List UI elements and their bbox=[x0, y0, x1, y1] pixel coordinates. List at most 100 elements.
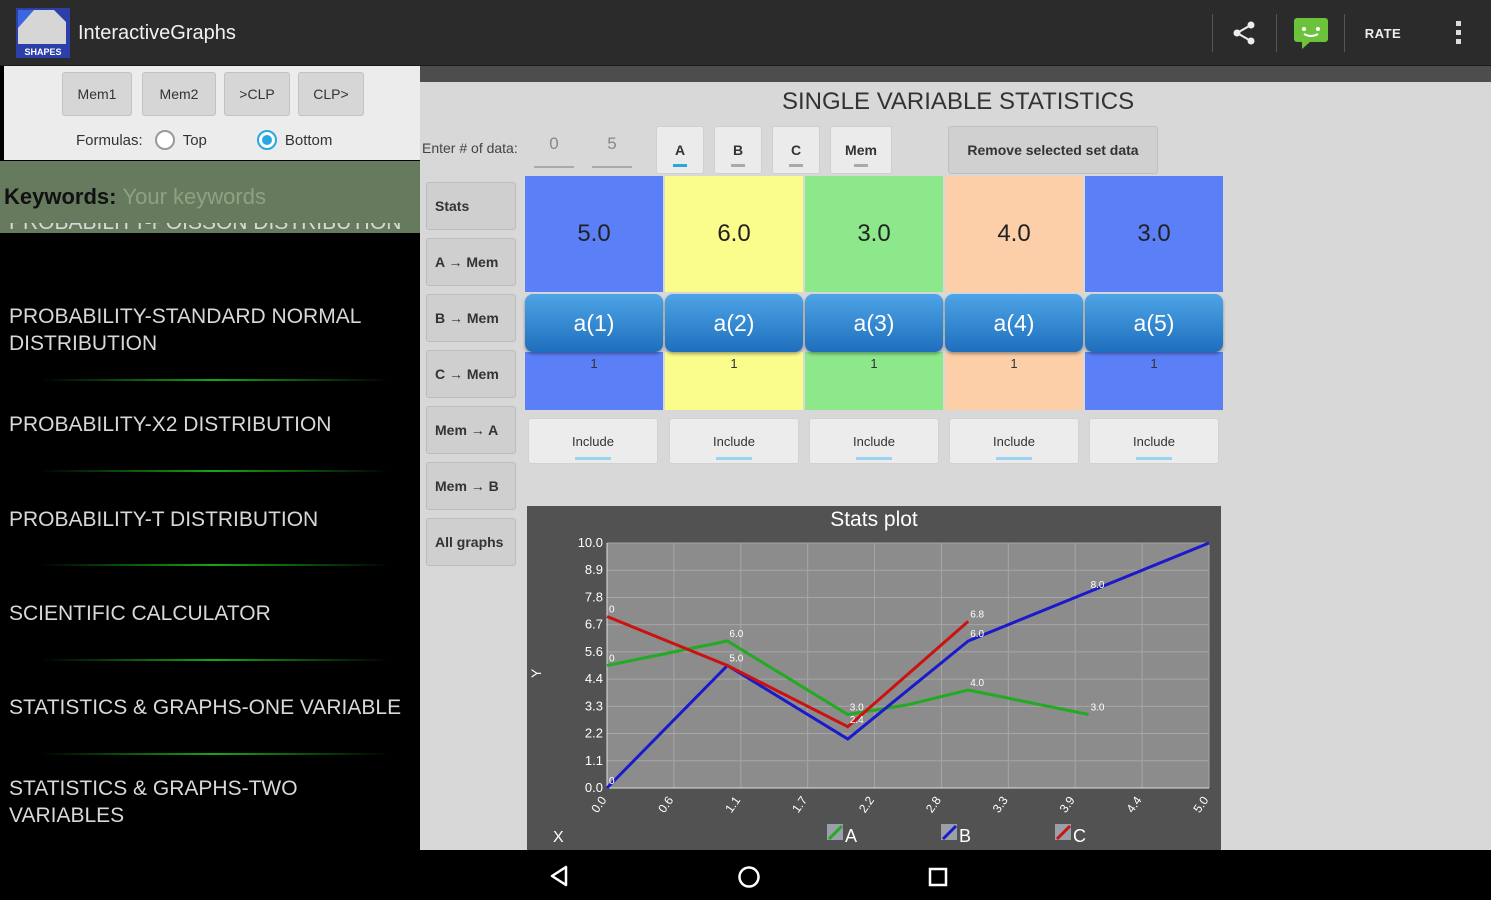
data-index-header: a(5) bbox=[1085, 294, 1223, 352]
to-clipboard-button[interactable]: >CLP bbox=[224, 72, 290, 116]
data-weight-cell[interactable]: 1 bbox=[665, 352, 803, 410]
topic-item-stats-two-variables[interactable]: STATISTICS & GRAPHS-TWO VARIABLES bbox=[9, 777, 298, 827]
toggle-indicator bbox=[856, 457, 892, 460]
y-tick-label: 1.1 bbox=[585, 753, 603, 768]
chat-bubble-icon bbox=[1294, 18, 1328, 49]
data-index-header: a(1) bbox=[525, 294, 663, 352]
from-clipboard-button[interactable]: CLP> bbox=[298, 72, 364, 116]
data-point-label: 6.0 bbox=[970, 629, 984, 640]
x-tick-label: 3.9 bbox=[1057, 793, 1078, 815]
recent-apps-icon[interactable] bbox=[926, 865, 950, 889]
dataset-b-label: B bbox=[732, 142, 744, 158]
drawer-toolbar: Mem1 Mem2 >CLP CLP> Formulas: Top Bottom bbox=[4, 66, 420, 160]
include-toggle[interactable]: Include bbox=[528, 418, 658, 464]
legend-label: B bbox=[959, 826, 971, 846]
topic-item-chi-square[interactable]: PROBABILITY-X2 DISTRIBUTION bbox=[9, 413, 332, 436]
data-count-label: Enter # of data: bbox=[422, 140, 518, 156]
selected-indicator bbox=[731, 164, 745, 167]
dataset-c-button[interactable]: C bbox=[772, 126, 820, 174]
topic-divider bbox=[40, 659, 390, 661]
formulas-bottom-label[interactable]: Bottom bbox=[284, 131, 333, 149]
overflow-menu-button[interactable] bbox=[1440, 12, 1476, 54]
data-index-header: a(3) bbox=[805, 294, 943, 352]
data-weight-cell[interactable]: 1 bbox=[525, 352, 663, 410]
topic-item-standard-normal[interactable]: PROBABILITY-STANDARD NORMAL DISTRIBUTION bbox=[9, 305, 361, 355]
include-toggle[interactable]: Include bbox=[1089, 418, 1219, 464]
action-divider bbox=[1212, 14, 1213, 52]
data-value-cell[interactable]: 3.0 bbox=[1085, 176, 1223, 292]
topic-divider bbox=[40, 470, 390, 472]
home-icon[interactable] bbox=[736, 864, 762, 890]
stats-button[interactable]: Stats bbox=[426, 182, 516, 230]
formulas-position: Formulas: Top Bottom bbox=[76, 128, 332, 152]
b-to-mem-button[interactable]: B → Mem bbox=[426, 294, 516, 342]
page-title: SINGLE VARIABLE STATISTICS bbox=[782, 88, 1135, 115]
rate-button[interactable]: RATE bbox=[1352, 12, 1414, 54]
topic-divider bbox=[40, 379, 390, 381]
y-tick-label: 4.4 bbox=[585, 671, 603, 686]
data-value-cell[interactable]: 5.0 bbox=[525, 176, 663, 292]
selected-indicator bbox=[673, 164, 687, 167]
c-to-mem-button[interactable]: C → Mem bbox=[426, 350, 516, 398]
formulas-top-label[interactable]: Top bbox=[182, 131, 207, 149]
mem2-button[interactable]: Mem2 bbox=[142, 72, 216, 116]
topic-item-scientific-calculator[interactable]: SCIENTIFIC CALCULATOR bbox=[9, 602, 271, 625]
data-point-label: 0 bbox=[609, 605, 615, 616]
data-value-cell[interactable]: 4.0 bbox=[945, 176, 1083, 292]
feedback-button[interactable] bbox=[1288, 12, 1334, 54]
topic-item-label: PROBABILITY-POISSON DISTRIBUTION bbox=[9, 223, 414, 236]
dataset-mem-button[interactable]: Mem bbox=[830, 126, 892, 174]
formulas-label: Formulas: bbox=[76, 131, 143, 149]
mem-to-a-button[interactable]: Mem → A bbox=[426, 406, 516, 454]
topic-item-t-distribution[interactable]: PROBABILITY-t DISTRIBUTION bbox=[9, 508, 319, 531]
data-value-cell[interactable]: 6.0 bbox=[665, 176, 803, 292]
app-logo[interactable]: SHAPES bbox=[14, 6, 72, 60]
dataset-b-button[interactable]: B bbox=[714, 126, 762, 174]
include-toggle[interactable]: Include bbox=[809, 418, 939, 464]
data-start-input[interactable]: 0 bbox=[534, 134, 574, 168]
all-graphs-button[interactable]: All graphs bbox=[426, 518, 516, 566]
topic-item-poisson[interactable]: PROBABILITY-POISSON DISTRIBUTION bbox=[9, 223, 414, 237]
formulas-top-radio[interactable] bbox=[154, 130, 175, 150]
topic-item-stats-one-variable[interactable]: STATISTICS & GRAPHS-ONE VARIABLE bbox=[9, 696, 402, 719]
action-divider bbox=[1344, 14, 1345, 52]
share-button[interactable] bbox=[1218, 12, 1270, 54]
legend-swatch-line bbox=[1055, 824, 1072, 841]
x-axis-label: X bbox=[553, 829, 564, 846]
more-vertical-icon bbox=[1456, 21, 1461, 44]
mem-to-b-button[interactable]: Mem → B bbox=[426, 462, 516, 510]
formulas-bottom-radio[interactable] bbox=[256, 130, 277, 150]
include-toggle[interactable]: Include bbox=[669, 418, 799, 464]
mem1-button[interactable]: Mem1 bbox=[62, 72, 132, 116]
data-value-cell[interactable]: 3.0 bbox=[805, 176, 943, 292]
dataset-c-label: C bbox=[790, 142, 802, 158]
legend-label: A bbox=[845, 826, 857, 846]
keywords-input[interactable]: Your keywords bbox=[122, 184, 266, 209]
data-point-label: 4.0 bbox=[970, 678, 984, 689]
dataset-a-button[interactable]: A bbox=[656, 126, 704, 174]
a-to-mem-button[interactable]: A → Mem bbox=[426, 238, 516, 286]
x-tick-label: 1.7 bbox=[789, 793, 810, 815]
y-tick-label: 2.2 bbox=[585, 726, 603, 741]
y-tick-label: 10.0 bbox=[578, 535, 603, 550]
rate-label: RATE bbox=[1364, 25, 1402, 41]
plot-canvas[interactable]: 0.0 0.6 1.1 1.7 2.2 2.8 3.3 3.9 4.4 5.0 0.0 1.1 2.2 3… bbox=[527, 506, 1221, 850]
dataset-a-label: A bbox=[674, 142, 686, 158]
data-point-label: 2.4 bbox=[850, 715, 864, 726]
remove-data-button[interactable]: Remove selected set data bbox=[948, 126, 1158, 174]
topic-divider bbox=[40, 564, 390, 566]
data-weight-cell[interactable]: 1 bbox=[1085, 352, 1223, 410]
include-toggle[interactable]: Include bbox=[949, 418, 1079, 464]
back-icon[interactable] bbox=[548, 864, 572, 888]
y-axis-label: Y bbox=[528, 668, 544, 678]
data-count-input[interactable]: 5 bbox=[592, 134, 632, 168]
y-tick-label: 3.3 bbox=[585, 698, 603, 713]
app-title: InteractiveGraphs bbox=[78, 22, 236, 44]
data-index-header: a(4) bbox=[945, 294, 1083, 352]
data-weight-cell[interactable]: 1 bbox=[805, 352, 943, 410]
data-point-label: 6.8 bbox=[970, 609, 984, 620]
include-label: Include bbox=[993, 433, 1035, 449]
x-tick-label: 2.2 bbox=[856, 793, 877, 815]
legend-swatch-line bbox=[941, 824, 958, 841]
data-weight-cell[interactable]: 1 bbox=[945, 352, 1083, 410]
